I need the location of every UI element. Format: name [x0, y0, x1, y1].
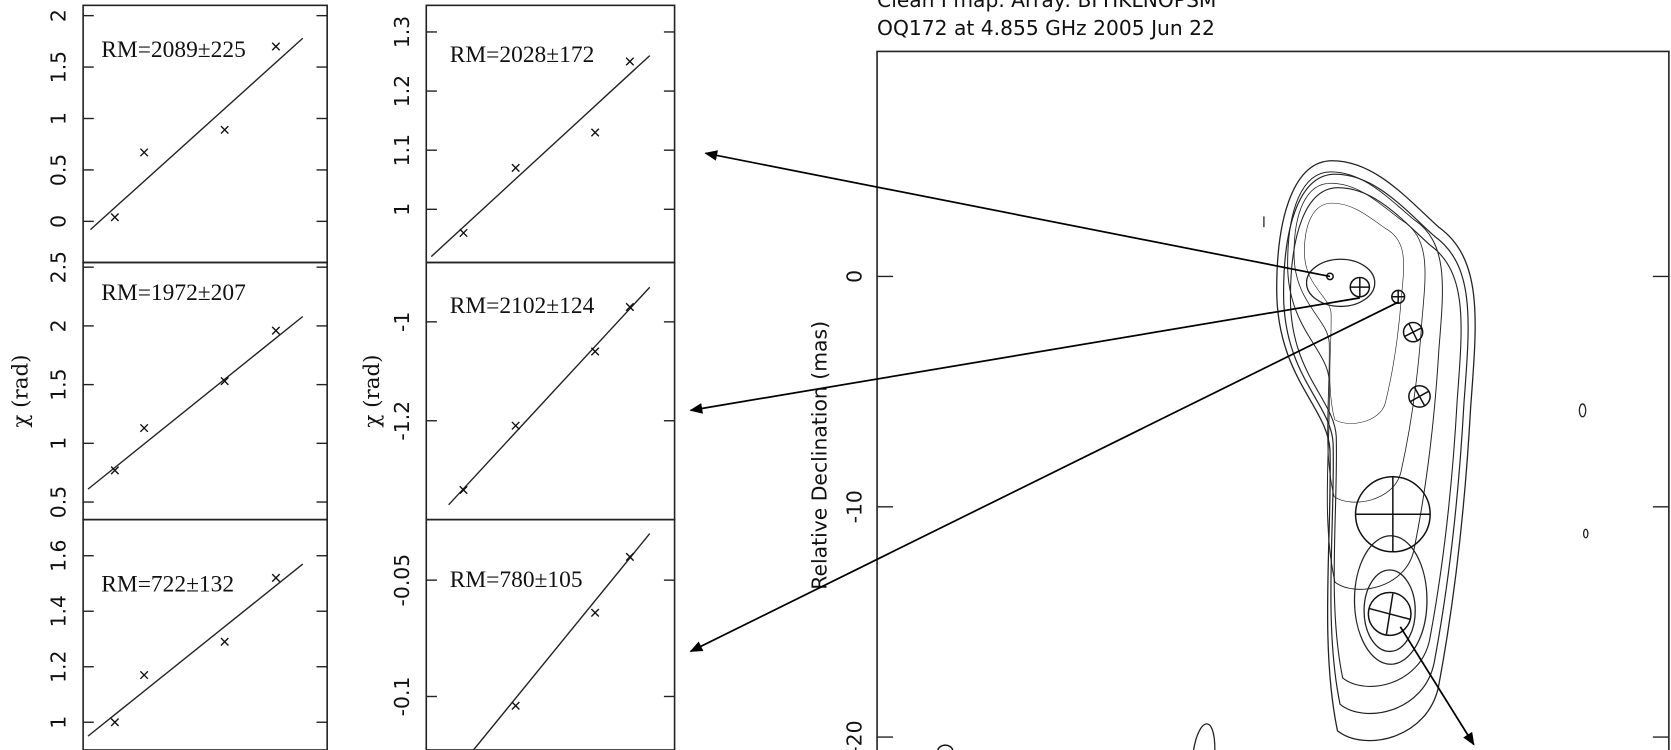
contour [1294, 183, 1425, 502]
component [1409, 386, 1430, 407]
component [938, 745, 953, 750]
y-axis-label: χ (rad) [360, 354, 385, 427]
y-tick-label: -1 [390, 312, 414, 332]
y-tick-label: 1.4 [47, 595, 71, 627]
data-point [512, 164, 519, 172]
annotation: RM=2089±225 [101, 37, 246, 63]
panel: 1 1.2 1.4 1.6 RM=722±132 [47, 520, 327, 750]
panel-frame [83, 520, 327, 750]
y-tick-label: 1.2 [47, 651, 71, 683]
data-point [460, 486, 467, 494]
panel: 0.5 1 1.5 2 2.5 χ (rad) RM=1972±207 [8, 251, 327, 520]
data-point [272, 327, 279, 335]
data-point [512, 422, 519, 430]
arrow [691, 302, 1399, 651]
fit-line [449, 287, 650, 505]
component [1356, 477, 1431, 552]
y-tick-label: 0.5 [47, 154, 71, 186]
panel: -1 -1.2χ (rad) RM=2102±124 [360, 263, 675, 520]
data-point [221, 638, 228, 646]
annotation: RM=722±132 [101, 571, 234, 597]
y-axis-label: χ (rad) [8, 354, 33, 427]
panel: -0.05 -0.1 RM=780±105 [390, 520, 675, 750]
component [1368, 593, 1411, 636]
y-tick-label: -0.05 [390, 554, 414, 607]
y-tick-label: 2.5 [47, 251, 71, 283]
data-point [111, 213, 118, 221]
fit-line [473, 534, 649, 750]
data-point [140, 149, 147, 157]
y-tick-label: 1 [47, 716, 71, 729]
data-point [111, 718, 118, 726]
data-point [140, 671, 147, 679]
contour-map: Clean I map. Array: BFHKLNOPSM OQ172 at … [808, 0, 1669, 750]
panel: 1 1.1 1.2 1.3 RM=2028±172 [390, 5, 675, 262]
y-tick-label: -0.1 [390, 677, 414, 717]
y-tick-label: -1.2 [390, 401, 414, 441]
y-tick-label: 1.2 [390, 75, 414, 107]
contour [1290, 188, 1461, 687]
y-tick-label: 0 [843, 270, 867, 283]
data-point [626, 58, 633, 66]
map-y-label: Relative Declination (mas) [808, 321, 832, 590]
arrow [705, 153, 1329, 276]
annotation: RM=780±105 [450, 567, 583, 593]
y-tick-label: 1.5 [47, 368, 71, 400]
data-point [591, 609, 598, 617]
panel-frame [426, 520, 674, 750]
annotation: RM=2102±124 [450, 293, 595, 319]
y-tick-label: 1.3 [390, 16, 414, 48]
y-tick-label: 1 [47, 112, 71, 125]
y-tick-label: 1.1 [390, 134, 414, 166]
contour [1304, 203, 1403, 423]
y-tick-label: 1 [47, 437, 71, 450]
components [938, 273, 1430, 750]
data-point [512, 702, 519, 710]
data-point [140, 424, 147, 432]
contour [1307, 259, 1375, 306]
data-point [591, 129, 598, 137]
y-tick-label: 1.6 [47, 540, 71, 572]
map-title: Clean I map. Array: BFHKLNOPSM [877, 0, 1216, 12]
data-point [221, 126, 228, 133]
contour [1194, 724, 1215, 750]
y-tick-label: 1 [390, 203, 414, 216]
figure: Clean I map. Array: BFHKLNOPSM OQ172 at … [0, 0, 1671, 750]
component [1404, 323, 1423, 342]
contour [1277, 161, 1475, 741]
data-point [591, 348, 598, 356]
arrow [691, 298, 1360, 411]
component [1392, 290, 1405, 303]
fit-line [88, 317, 303, 490]
y-tick-label: 1.5 [47, 51, 71, 83]
component [1350, 278, 1369, 297]
data-point [272, 574, 279, 582]
y-tick-label: 0.5 [47, 486, 71, 518]
data-point [626, 553, 633, 561]
data-point [272, 43, 279, 51]
y-tick-label: 2 [47, 319, 71, 332]
annotation: RM=1972±207 [101, 280, 246, 306]
map-frame [877, 51, 1669, 750]
contour [1579, 404, 1585, 417]
fit-line [90, 38, 302, 229]
contour [1584, 529, 1588, 538]
contours [1194, 161, 1588, 750]
fit-line [431, 56, 650, 257]
y-tick-label: 2 [47, 9, 71, 22]
panel: 0 0.5 1 1.5 2 RM=2089±225 [47, 5, 327, 262]
map-subtitle: OQ172 at 4.855 GHz 2005 Jun 22 [877, 16, 1215, 40]
y-tick-label: -10 [843, 490, 867, 523]
y-tick-label: -20 [843, 720, 867, 750]
y-tick-label: 0 [47, 215, 71, 228]
annotation: RM=2028±172 [450, 42, 595, 68]
data-point [460, 229, 467, 237]
